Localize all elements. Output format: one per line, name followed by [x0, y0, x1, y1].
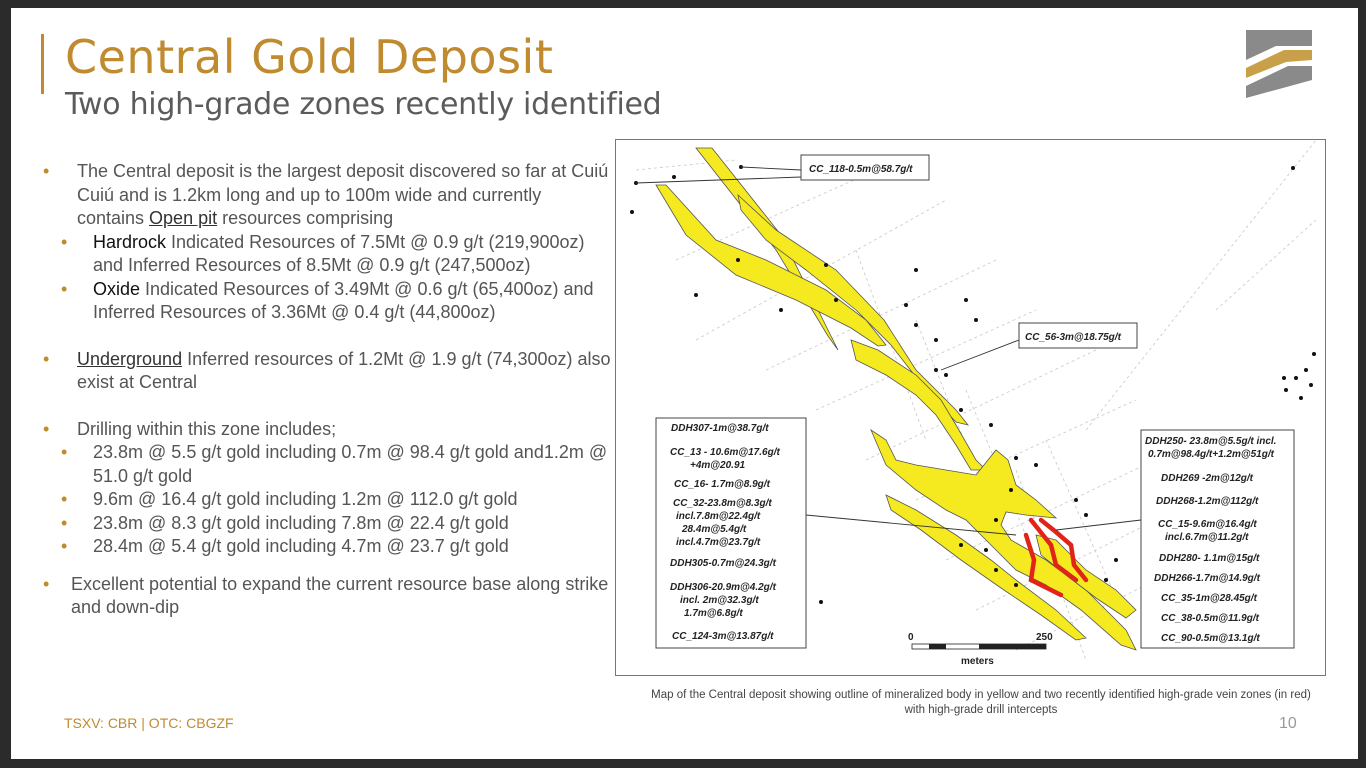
open-pit-text: Open pit [149, 208, 218, 228]
bullet-text: resources comprising [217, 208, 394, 228]
bullet-central: The Central deposit is the largest depos… [43, 160, 613, 231]
drill-item: 28.4m @ 5.4 g/t gold including 4.7m @ 23… [43, 535, 613, 559]
footer-ticker: TSXV: CBR | OTC: CBGZF [64, 715, 234, 731]
intercept-label: DDH268-1.2m@112g/t [1156, 496, 1259, 507]
intercept-label: 1.7m@6.8g/t [684, 608, 743, 619]
intercept-label: CC_15-9.6m@16.4g/t [1158, 519, 1257, 530]
slide: Central Gold Deposit Two high-grade zone… [11, 8, 1358, 759]
intercept-label: DDH250- 23.8m@5.5g/t incl. [1145, 436, 1276, 447]
scale-unit: meters [961, 656, 994, 667]
map-caption: Map of the Central deposit showing outli… [651, 689, 1311, 716]
right-intercepts: DDH250- 23.8m@5.5g/t incl. 0.7m@98.4g/t+… [1145, 436, 1276, 644]
oxide-keyword: Oxide [93, 278, 141, 299]
map-label-cc118: CC_118-0.5m@58.7g/t [809, 164, 913, 175]
hardrock-keyword: Hardrock [93, 231, 167, 252]
bullet-drilling: Drilling within this zone includes; [43, 418, 613, 442]
intercept-label: DDH305-0.7m@24.3g/t [670, 558, 777, 569]
intercept-label: DDH269 -2m@12g/t [1161, 473, 1254, 484]
intercept-label: CC_90-0.5m@13.1g/t [1161, 633, 1260, 644]
scale-start: 0 [908, 632, 914, 643]
intercept-label: 28.4m@5.4g/t [681, 524, 747, 535]
drilling-intro: Drilling within this zone includes; [77, 418, 337, 439]
intercept-label: incl.7.8m@22.4g/t [676, 511, 761, 522]
map-label-cc56: CC_56-3m@18.75g/t [1025, 332, 1122, 343]
intercept-label: CC_16- 1.7m@8.9g/t [674, 479, 771, 490]
title-accent-bar [41, 34, 44, 94]
intercept-label: CC_38-0.5m@11.9g/t [1161, 613, 1260, 624]
intercept-label: CC_13 - 10.6m@17.6g/t [670, 447, 780, 458]
underground-text: Inferred resources of 1.2Mt @ 1.9 g/t (7… [77, 348, 611, 393]
left-intercepts: DDH307-1m@38.7g/t CC_13 - 10.6m@17.6g/t … [670, 423, 780, 642]
scale-end: 250 [1036, 632, 1053, 643]
oxide-text: Indicated Resources of 3.49Mt @ 0.6 g/t … [93, 278, 594, 323]
intercept-label: CC_32-23.8m@8.3g/t [673, 498, 772, 509]
page-title: Central Gold Deposit [65, 30, 554, 84]
bullet-text: The Central deposit is the largest depos… [77, 161, 609, 228]
hardrock-text: Indicated Resources of 7.5Mt @ 0.9 g/t (… [93, 231, 585, 276]
intercept-label: incl.6.7m@11.2g/t [1165, 532, 1249, 543]
bullet-underground: Underground Inferred resources of 1.2Mt … [43, 348, 613, 395]
underground-keyword: Underground [77, 348, 183, 369]
company-logo-icon [1246, 30, 1312, 98]
bullet-potential: Excellent potential to expand the curren… [43, 573, 613, 620]
bullet-list: The Central deposit is the largest depos… [43, 160, 613, 620]
sub-bullet-hardrock: Hardrock Indicated Resources of 7.5Mt @ … [43, 231, 613, 278]
drill-item: 23.8m @ 8.3 g/t gold including 7.8m @ 22… [43, 512, 613, 536]
page-subtitle: Two high-grade zones recently identified [65, 87, 662, 122]
intercept-label: incl.4.7m@23.7g/t [676, 537, 761, 548]
drill-item: 9.6m @ 16.4 g/t gold including 1.2m @ 11… [43, 488, 613, 512]
map-drawing: CC_118-0.5m@58.7g/t CC_56-3m@18.75g/t DD… [630, 139, 1317, 667]
intercept-label: DDH306-20.9m@4.2g/t [670, 582, 777, 593]
intercept-label: 0.7m@98.4g/t+1.2m@51g/t [1148, 449, 1275, 460]
deposit-map: CC_118-0.5m@58.7g/t CC_56-3m@18.75g/t DD… [615, 139, 1326, 676]
drill-item: 23.8m @ 5.5 g/t gold including 0.7m @ 98… [43, 441, 613, 488]
intercept-label: CC_124-3m@13.87g/t [672, 631, 774, 642]
intercept-label: DDH307-1m@38.7g/t [671, 423, 769, 434]
intercept-label: incl. 2m@32.3g/t [680, 595, 759, 606]
page-number: 10 [1279, 715, 1297, 732]
sub-bullet-oxide: Oxide Indicated Resources of 3.49Mt @ 0.… [43, 278, 613, 325]
intercept-label: +4m@20.91 [690, 460, 746, 471]
intercept-label: CC_35-1m@28.45g/t [1161, 593, 1258, 604]
potential-text: Excellent potential to expand the curren… [71, 573, 609, 618]
scale-bar: 0 250 meters [908, 632, 1053, 667]
intercept-label: DDH280- 1.1m@15g/t [1159, 553, 1260, 564]
intercept-label: DDH266-1.7m@14.9g/t [1154, 573, 1261, 584]
